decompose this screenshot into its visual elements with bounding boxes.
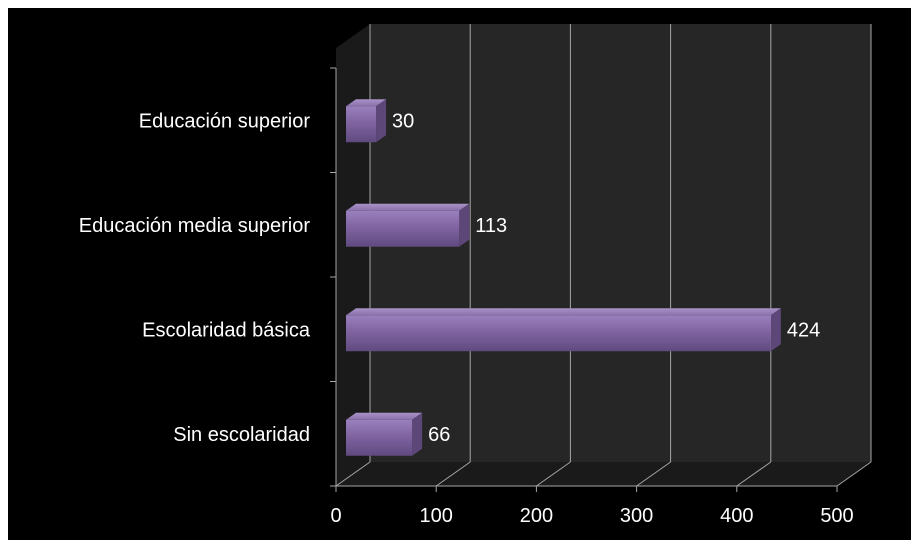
bar-top bbox=[346, 99, 387, 107]
x-tick-label: 500 bbox=[820, 505, 853, 527]
bar-end bbox=[412, 412, 423, 456]
bar bbox=[346, 106, 377, 143]
floor-gridline bbox=[435, 461, 471, 487]
bar-top bbox=[346, 308, 781, 316]
data-label: 113 bbox=[475, 215, 507, 237]
data-label: 66 bbox=[428, 424, 450, 446]
bar-top bbox=[346, 203, 470, 211]
bar-end bbox=[459, 203, 470, 247]
floor bbox=[336, 462, 871, 486]
chart-frame: 0 100 200 300 400 500 Sin escolaridad 66 Escola… bbox=[8, 8, 911, 540]
floor-gridline bbox=[335, 461, 371, 487]
floor-gridline bbox=[536, 461, 571, 487]
floor-gridline bbox=[736, 461, 772, 487]
x-tick-label: 400 bbox=[720, 505, 753, 527]
category-label: Sin escolaridad bbox=[173, 424, 310, 446]
floor-gridline bbox=[836, 461, 872, 487]
bar-end bbox=[376, 99, 387, 143]
category-label: Educación media superior bbox=[79, 215, 311, 237]
floor-gridline bbox=[636, 461, 671, 487]
data-label: 424 bbox=[787, 319, 820, 341]
bar bbox=[346, 419, 413, 456]
bar bbox=[346, 210, 460, 247]
category-label: Educación superior bbox=[139, 110, 311, 132]
bar-end bbox=[770, 308, 781, 352]
bar-top bbox=[346, 412, 423, 420]
category-label: Escolaridad básica bbox=[142, 319, 311, 341]
x-tick-label: 0 bbox=[330, 505, 341, 527]
x-tick-label: 200 bbox=[520, 505, 553, 527]
bar-chart: 0 100 200 300 400 500 Sin escolaridad 66 Escola… bbox=[79, 24, 872, 527]
x-tick-label: 300 bbox=[620, 505, 653, 527]
back-wall bbox=[370, 24, 871, 462]
x-tick-label: 100 bbox=[420, 505, 453, 527]
data-label: 30 bbox=[392, 110, 414, 132]
bar bbox=[346, 315, 771, 352]
